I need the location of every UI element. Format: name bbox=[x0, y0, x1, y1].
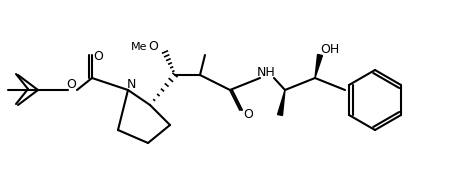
Text: O: O bbox=[148, 41, 157, 53]
Text: NH: NH bbox=[256, 66, 275, 80]
Text: Me: Me bbox=[130, 42, 147, 52]
Text: OH: OH bbox=[319, 44, 339, 57]
Text: O: O bbox=[242, 109, 252, 121]
Text: N: N bbox=[126, 78, 135, 92]
Text: O: O bbox=[66, 78, 76, 92]
Polygon shape bbox=[314, 54, 322, 78]
Text: O: O bbox=[93, 50, 103, 64]
Polygon shape bbox=[277, 90, 285, 116]
